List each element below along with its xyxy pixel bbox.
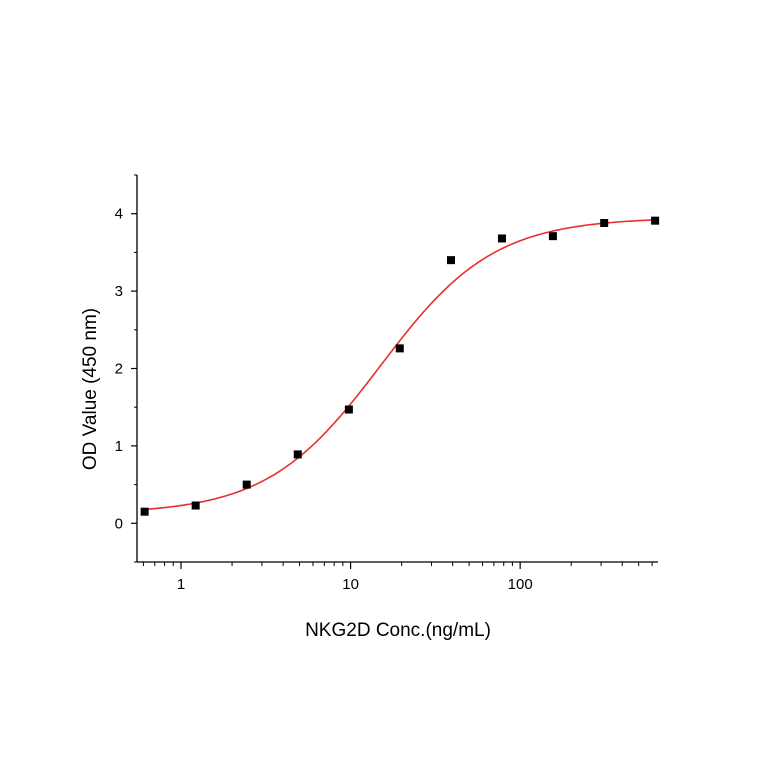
data-point (140, 507, 149, 516)
x-axis-title: NKG2D Conc.(ng/mL) (305, 620, 491, 641)
x-tick-label: 10 (342, 576, 359, 593)
y-tick-label: 0 (115, 515, 123, 532)
fit-curve (144, 219, 656, 511)
data-points (140, 216, 660, 516)
x-tick-label: 100 (508, 576, 533, 593)
tick-labels: 0 1 2 3 4 1 10 100 (115, 206, 533, 593)
data-point (600, 218, 609, 227)
y-tick-label: 4 (115, 206, 123, 223)
data-point (651, 216, 660, 225)
data-point (548, 232, 557, 241)
data-point (395, 344, 404, 353)
y-tick-label: 1 (115, 438, 123, 455)
data-point (242, 480, 251, 489)
data-point (191, 501, 200, 510)
axes (131, 174, 658, 569)
x-tick-label: 1 (177, 576, 185, 593)
data-point (344, 405, 353, 414)
data-point (497, 234, 506, 243)
y-tick-label: 2 (115, 361, 123, 378)
y-axis-title: OD Value (450 nm) (80, 308, 101, 470)
data-point (447, 256, 456, 265)
fit-curve-group (144, 219, 656, 511)
y-tick-label: 3 (115, 283, 123, 300)
data-point (293, 450, 302, 459)
